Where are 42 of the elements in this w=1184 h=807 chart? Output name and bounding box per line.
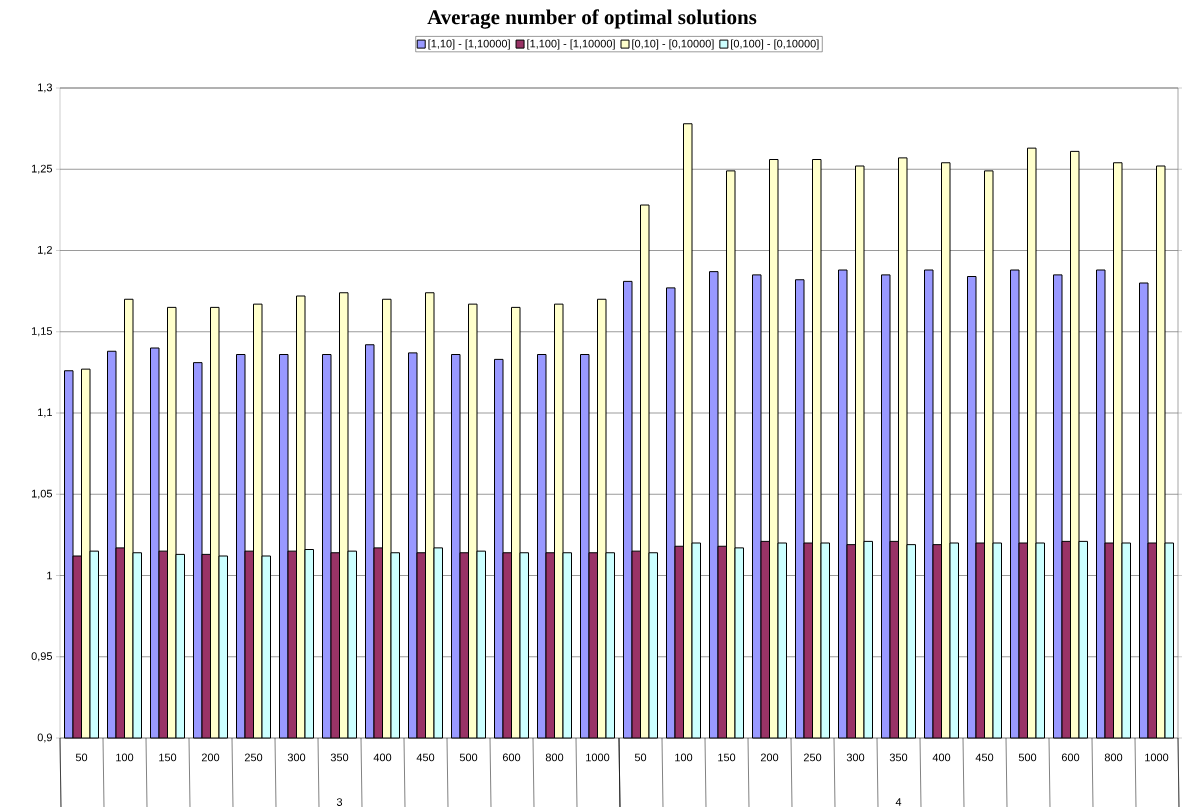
text: 4 — [895, 798, 902, 806]
x-tick-label: 350 — [330, 753, 349, 762]
x-tick-label: 500 — [1018, 753, 1037, 762]
x-tick-label: 250 — [803, 753, 822, 762]
chart-title: Average number of optimal solutions — [427, 9, 757, 29]
x-tick-label: 350 — [889, 753, 908, 762]
y-tick-label: 1 — [47, 571, 52, 580]
legend-label: [0,100] - [0,10000] — [731, 39, 819, 50]
x-tick-label: 100 — [675, 753, 693, 762]
x-tick-label: 600 — [1061, 753, 1080, 762]
text: 3 — [336, 798, 343, 806]
x-tick-label: 600 — [502, 753, 521, 762]
x-tick-label: 500 — [459, 753, 478, 762]
x-tick-label: 1000 — [586, 753, 610, 762]
x-tick-label: 150 — [159, 753, 177, 762]
x-tick-label: 1000 — [1145, 753, 1169, 762]
x-tick-label: 800 — [1104, 753, 1123, 762]
y-tick-label: 1,05 — [31, 489, 53, 499]
y-tick-label: 0,95 — [31, 652, 53, 662]
y-tick-label: 1,2 — [38, 246, 52, 256]
y-tick-label: 1,25 — [31, 164, 53, 174]
x-tick-label: 100 — [116, 753, 134, 762]
x-tick-label: 450 — [416, 753, 435, 762]
x-tick-label: 250 — [244, 753, 263, 762]
x-tick-label: 50 — [75, 753, 88, 762]
x-tick-label: 400 — [373, 753, 392, 762]
legend-label: [0,10] - [0,10000] — [632, 39, 714, 50]
y-tick-label: 0,9 — [37, 733, 52, 743]
x-tick-label: 150 — [718, 753, 736, 762]
x-tick-label: 200 — [201, 753, 220, 762]
y-tick-label: 1,15 — [31, 327, 53, 337]
x-tick-label: 300 — [287, 753, 306, 762]
y-tick-label: 1,3 — [38, 83, 52, 93]
x-tick-label: 800 — [545, 753, 564, 762]
y-tick-label: 1,1 — [38, 408, 52, 418]
legend-label: [1,10] - [1,10000] — [428, 39, 510, 50]
x-tick-label: 50 — [634, 753, 647, 762]
x-tick-label: 300 — [846, 753, 865, 762]
x-tick-label: 400 — [932, 753, 951, 762]
legend-label: [1,100] - [1,10000] — [527, 39, 615, 50]
x-tick-label: 200 — [760, 753, 779, 762]
x-tick-label: 450 — [975, 753, 994, 762]
